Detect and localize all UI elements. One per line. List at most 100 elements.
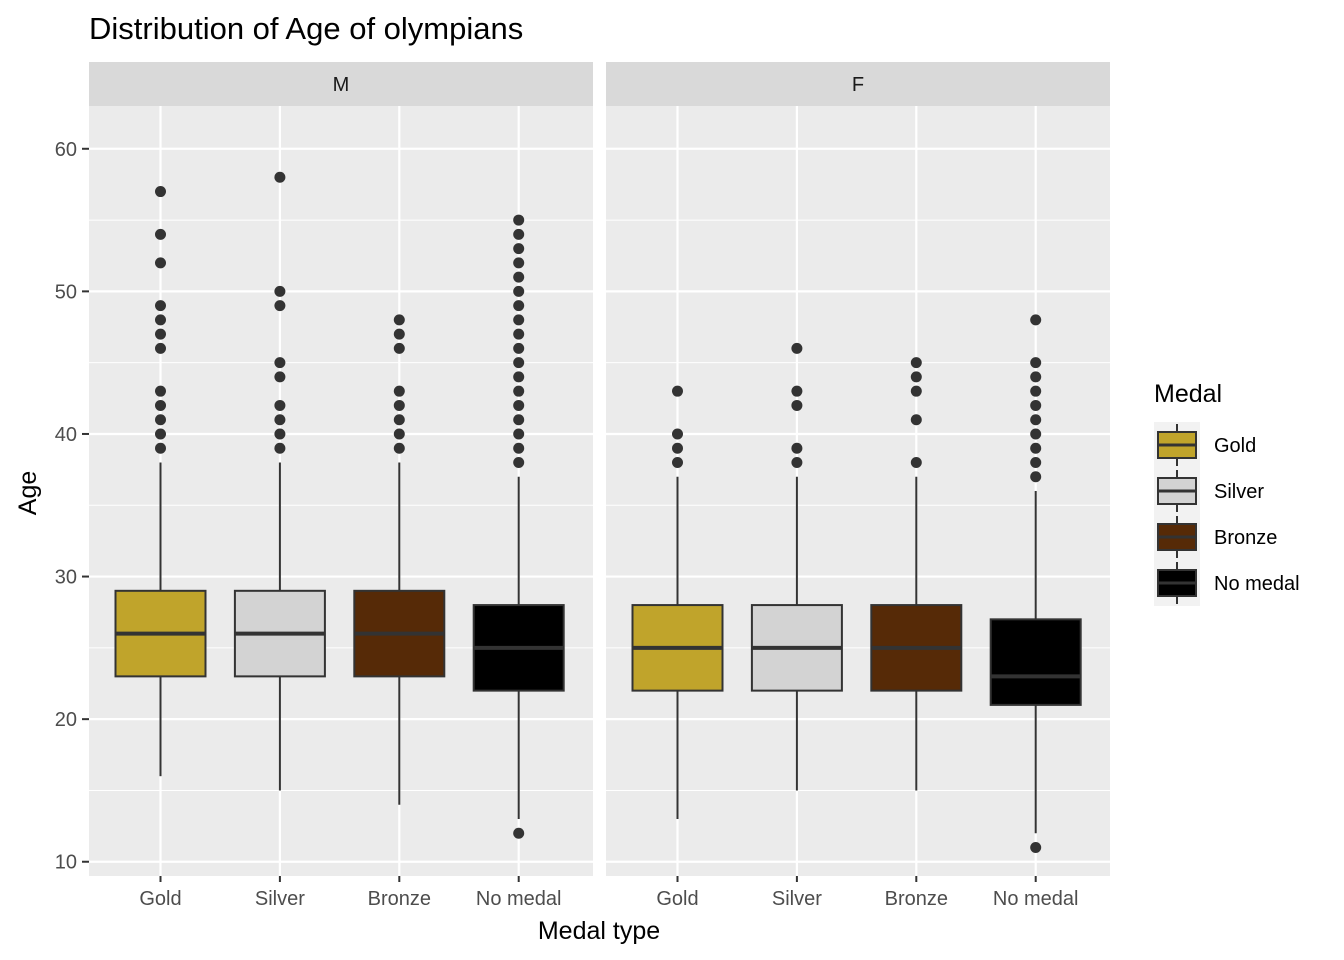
box-gold (114, 186, 207, 777)
outlier-point (155, 399, 166, 411)
y-tick-label: 10 (55, 852, 77, 874)
outlier-point (513, 371, 525, 383)
legend-label: Gold (1214, 435, 1256, 457)
outlier-point (274, 357, 286, 369)
outlier-point (274, 428, 286, 440)
outlier-point (513, 456, 525, 468)
legend-item-gold: Gold (1154, 422, 1256, 468)
outlier-point (513, 228, 525, 240)
box-silver (750, 342, 843, 791)
outlier-point (155, 300, 166, 312)
outlier-point (672, 456, 683, 468)
box-bronze (353, 314, 446, 805)
box-no-medal (472, 214, 565, 839)
outlier-point (513, 385, 525, 397)
outlier-point (155, 414, 166, 426)
outlier-point (155, 342, 166, 354)
x-axis-title: Medal type (538, 917, 660, 945)
outlier-point (513, 314, 525, 326)
outlier-point (910, 456, 922, 468)
x-tick-label: Gold (656, 888, 698, 910)
outlier-point (1030, 442, 1042, 454)
outlier-point (393, 342, 405, 354)
outlier-point (1030, 456, 1042, 468)
outlier-point (513, 357, 525, 369)
y-tick-label: 60 (55, 139, 77, 161)
outlier-point (274, 300, 286, 312)
outlier-point (393, 399, 405, 411)
legend-item-bronze: Bronze (1154, 514, 1277, 560)
legend-label: Bronze (1214, 527, 1277, 549)
outlier-point (513, 328, 525, 340)
outlier-point (513, 342, 525, 354)
outlier-point (1030, 385, 1042, 397)
outlier-point (1030, 414, 1042, 426)
outlier-point (393, 385, 405, 397)
outlier-point (513, 827, 525, 839)
facet-panel-m: M Gold Silver Bronze No medal (89, 62, 593, 910)
outlier-point (513, 214, 525, 226)
outlier-point (910, 414, 922, 426)
outlier-point (274, 171, 286, 183)
outlier-point (274, 371, 286, 383)
outlier-point (274, 285, 286, 297)
outlier-point (910, 371, 922, 383)
box-bronze (870, 357, 963, 791)
legend: Medal Gold Silver Bronze No medal (1154, 380, 1300, 606)
outlier-point (513, 257, 525, 269)
outlier-point (1030, 428, 1042, 440)
outlier-point (274, 399, 286, 411)
outlier-point (513, 442, 525, 454)
outlier-point (513, 414, 525, 426)
outlier-point (513, 271, 525, 283)
y-tick-label: 40 (55, 424, 77, 446)
legend-label: No medal (1214, 573, 1300, 595)
x-tick-label: Silver (255, 888, 305, 910)
panel-background (89, 106, 593, 876)
outlier-point (910, 385, 922, 397)
outlier-point (155, 428, 166, 440)
outlier-point (155, 314, 166, 326)
outlier-point (672, 442, 683, 454)
x-tick-label: Bronze (368, 888, 431, 910)
legend-item-no-medal: No medal (1154, 560, 1300, 606)
legend-label: Silver (1214, 481, 1264, 503)
outlier-point (791, 442, 803, 454)
outlier-point (513, 300, 525, 312)
outlier-point (155, 385, 166, 397)
outlier-point (1030, 314, 1042, 326)
outlier-point (513, 285, 525, 297)
facet-strip-label: F (852, 74, 864, 96)
outlier-point (155, 186, 166, 198)
outlier-point (513, 428, 525, 440)
outlier-point (393, 314, 405, 326)
facet-strip (89, 62, 593, 106)
outlier-point (1030, 399, 1042, 411)
x-tick-label: Silver (772, 888, 822, 910)
outlier-point (393, 442, 405, 454)
box-gold (631, 385, 724, 819)
outlier-point (791, 399, 803, 411)
box-silver (233, 171, 326, 791)
facet-strip-label: M (333, 74, 350, 96)
outlier-point (791, 342, 803, 354)
y-tick-label: 20 (55, 709, 77, 731)
x-tick-label: No medal (993, 888, 1079, 910)
facet-panel-f: F Gold Silver Bronze No medal (606, 62, 1110, 910)
box-no-medal (989, 314, 1082, 853)
outlier-point (672, 428, 683, 440)
outlier-point (274, 414, 286, 426)
outlier-point (1030, 471, 1042, 483)
outlier-point (155, 228, 166, 240)
outlier-point (1030, 841, 1042, 853)
outlier-point (791, 385, 803, 397)
y-tick-label: 30 (55, 567, 77, 589)
facet-strip (606, 62, 1110, 106)
chart-title: Distribution of Age of olympians (89, 11, 523, 46)
x-tick-label: No medal (476, 888, 562, 910)
outlier-point (155, 328, 166, 340)
outlier-point (1030, 371, 1042, 383)
outlier-point (393, 428, 405, 440)
legend-title: Medal (1154, 380, 1222, 408)
